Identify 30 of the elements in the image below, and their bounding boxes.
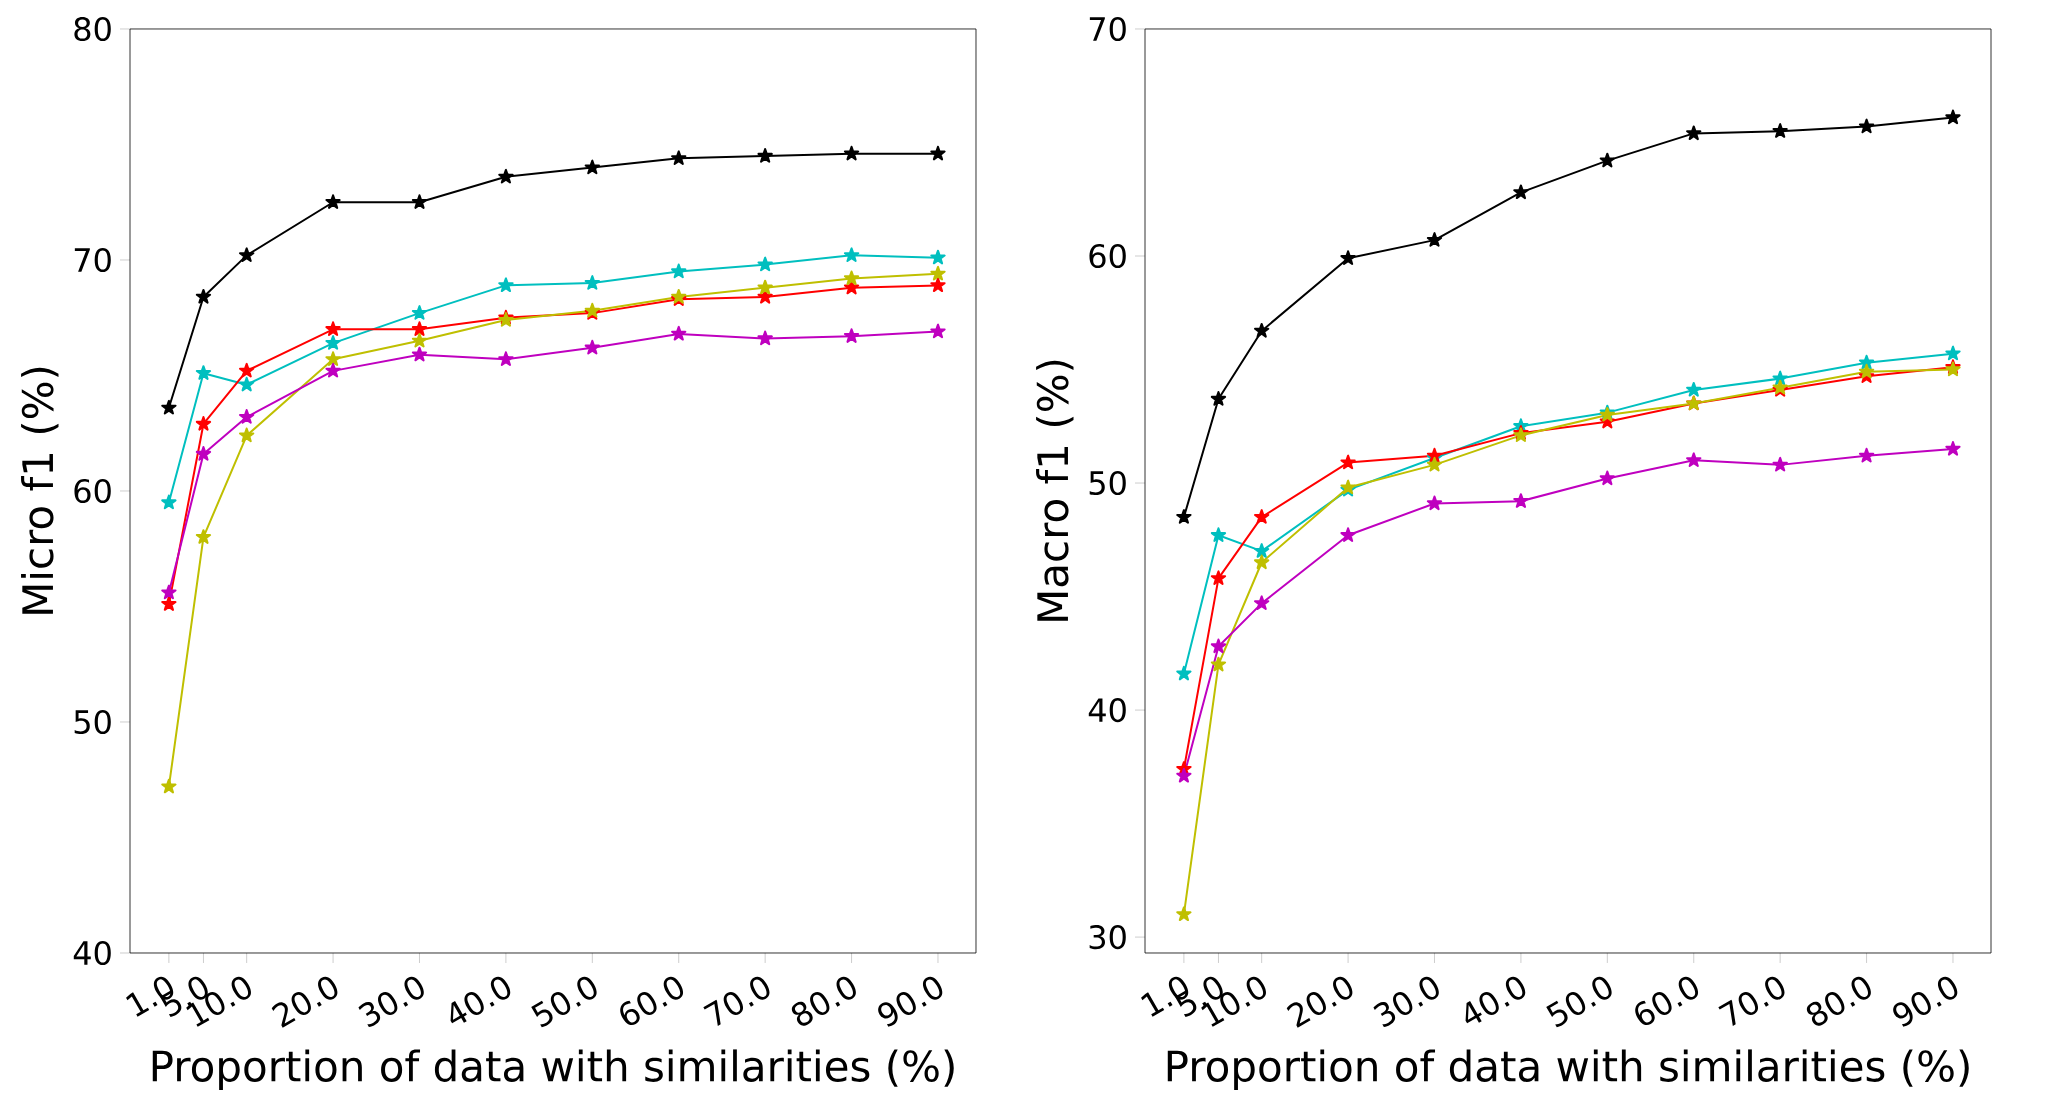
x-tick-label: 60.0: [620, 976, 684, 1026]
y-tick-label: 60: [74, 478, 111, 504]
y-axis-title: Macro f1 (%): [1036, 360, 1074, 621]
y-tick-label: 70: [74, 247, 111, 273]
y-tick-label: 40: [73, 940, 111, 966]
y-tick-label: 60: [1089, 243, 1126, 269]
x-tick-label: 30.0: [1373, 976, 1439, 1028]
x-axis-title: Proportion of data with similarities (%): [1167, 1049, 1969, 1091]
y-axis-title: Micro f1 (%): [21, 367, 59, 614]
x-tick-label: 80.0: [791, 976, 856, 1026]
y-tick-label: 30: [1089, 925, 1126, 950]
x-tick-label: 30.0: [358, 976, 424, 1028]
x-tick-label: 40.0: [1465, 976, 1526, 1024]
y-tick-label: 50: [74, 709, 111, 735]
x-tick-label: 40.0: [450, 976, 511, 1024]
x-tick-label: 90.0: [1893, 976, 1958, 1027]
x-tick-label: 50.0: [531, 976, 597, 1028]
x-tick-label: 20.0: [1286, 976, 1353, 1028]
x-tick-label: 90.0: [878, 976, 943, 1027]
x-tick-label: 70.0: [703, 976, 770, 1026]
x-tick-label: 60.0: [1635, 976, 1699, 1026]
y-tick-label: 70: [1089, 16, 1126, 42]
x-tick-label: 20.0: [271, 976, 338, 1028]
x-tick-label: 50.0: [1546, 976, 1612, 1028]
x-axis-title: Proportion of data with similarities (%): [152, 1049, 954, 1091]
y-tick-label: 80: [74, 16, 111, 42]
x-tick-label: 80.0: [1806, 976, 1871, 1026]
y-tick-label: 50: [1089, 470, 1126, 496]
y-tick-label: 40: [1088, 697, 1126, 723]
x-tick-label: 70.0: [1718, 976, 1785, 1026]
